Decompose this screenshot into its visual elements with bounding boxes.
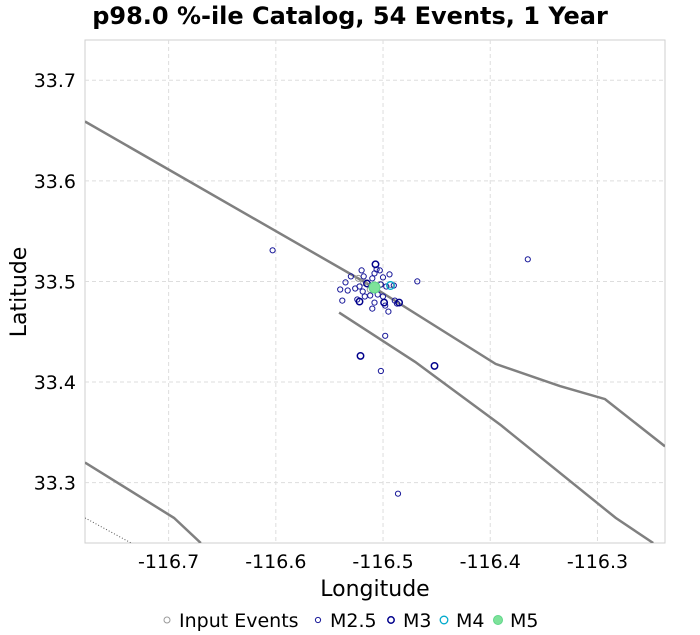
point-m25 [369,275,376,282]
point-m25 [394,490,402,497]
point-m25 [386,271,393,278]
point-m4 [386,281,395,290]
legend-marker-m5 [493,615,503,625]
point-m25 [354,296,361,303]
x-tick-label: -116.5 [352,551,413,573]
x-tick-label: -116.7 [138,551,199,573]
point-m3 [356,351,365,360]
chart-title: p98.0 %-ile Catalog, 54 Events, 1 Year [92,2,608,30]
point-m3 [430,361,439,370]
legend-label-m3: M3 [403,610,431,632]
point-m25 [379,274,387,281]
point-m25 [352,285,359,292]
y-tick-label: 33.7 [34,70,76,92]
point-m3 [371,260,380,269]
point-m3 [380,298,389,307]
point-m25 [358,267,365,274]
legend-marker-m4 [439,615,449,625]
point-m25 [414,278,421,285]
point-m25 [382,332,389,339]
x-axis-label: Longitude [320,577,429,602]
x-tick-label: -116.6 [245,551,306,573]
point-m25 [269,247,276,254]
point-m25 [369,305,376,312]
y-tick-label: 33.3 [34,473,76,495]
legend-label-input: Input Events [179,610,299,632]
data-points [269,247,531,497]
x-tick-label: -116.4 [460,551,521,573]
legend-marker-input [163,616,171,624]
point-m25 [371,270,378,277]
y-tick-label: 33.6 [34,171,76,193]
x-tick-label: -116.3 [567,551,628,573]
legend-marker-m25 [314,616,322,624]
grid [85,40,665,543]
point-m25 [337,286,344,293]
point-m25 [377,367,384,375]
y-tick-label: 33.4 [34,372,76,394]
legend: Input Events M2.5 M3 M4 M5 [163,610,538,632]
x-tick-labels: -116.7 -116.6 -116.5 -116.4 -116.3 [138,551,628,573]
y-tick-labels: 33.3 33.4 33.5 33.6 33.7 [34,70,76,494]
legend-marker-m3 [387,616,395,624]
point-m3 [355,297,364,306]
point-m25 [383,283,390,290]
fault-line [85,461,202,543]
y-axis-label: Latitude [7,247,32,338]
point-m25 [371,299,378,306]
fault-line [338,311,654,543]
point-m25 [385,308,392,315]
point-m5 [368,281,381,294]
y-tick-label: 33.5 [34,271,76,293]
point-m3 [395,298,404,307]
point-m25 [359,288,366,295]
point-m25 [524,256,531,263]
point-m25 [360,273,367,280]
point-m25 [376,267,383,274]
point-m25 [339,297,346,304]
point-m25 [347,273,354,280]
fault-line [85,120,665,448]
point-m25 [367,292,374,299]
legend-label-m5: M5 [510,610,538,632]
point-m25 [342,279,349,286]
legend-label-m4: M4 [456,610,484,632]
legend-label-m25: M2.5 [330,610,377,632]
fault-lines [85,120,665,543]
point-m25 [344,287,351,294]
